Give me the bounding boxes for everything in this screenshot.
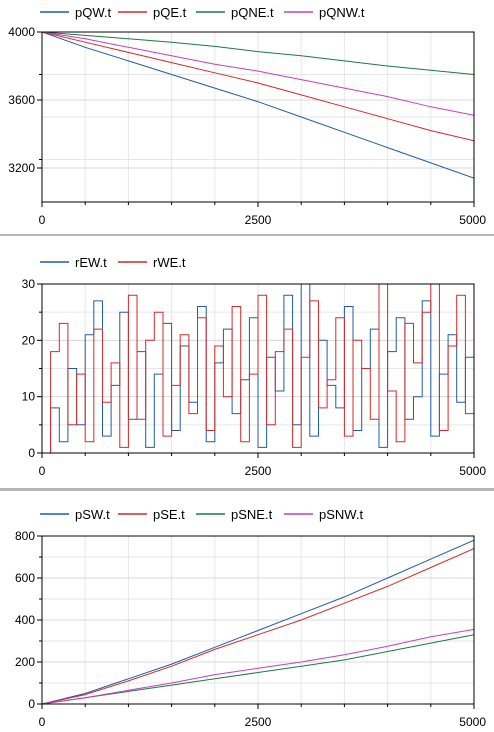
- chart-pq: pQW.t pQE.t pQNE.t pQNW.t 0 2500 5000 3200 3600 4…: [8, 5, 486, 227]
- chart-r: rEW.t rWE.t 0 2500 5000 0 10 20 30: [22, 255, 487, 478]
- chart-panel-pq: pQW.t pQE.t pQNE.t pQNW.t 0 2500 5000 3200 3600 4…: [0, 0, 494, 232]
- x-tick-label: 5000: [459, 715, 486, 729]
- series-line-pQNE-t: [42, 31, 474, 75]
- y-tick-label: 0: [28, 697, 35, 711]
- chart-panel-r: rEW.t rWE.t 0 2500 5000 0 10 20 30: [0, 241, 494, 486]
- legend-label: pSNE.t: [231, 507, 273, 522]
- grid: [42, 535, 474, 705]
- y-tick-label: 3200: [8, 161, 35, 175]
- x-tick-label: 2500: [245, 715, 272, 729]
- series-line-pQE-t: [42, 31, 474, 142]
- y-tick-label: 200: [15, 655, 35, 669]
- y-tick-label: 20: [22, 333, 36, 347]
- legend-item-pQNE-t: pQNE.t: [196, 5, 274, 20]
- panel-divider: [0, 488, 494, 491]
- legend-item-rWE-t: rWE.t: [118, 255, 186, 270]
- series-line-pQNW-t: [42, 31, 474, 116]
- legend-label: rWE.t: [153, 255, 186, 270]
- legend-item-pSW-t: pSW.t: [40, 507, 110, 522]
- y-tick-label: 4000: [8, 25, 35, 39]
- y-tick-label: 400: [15, 613, 35, 627]
- grid: [42, 31, 474, 202]
- legend-label: pQNE.t: [231, 5, 274, 20]
- legend-label: pSE.t: [153, 507, 185, 522]
- series-line-pSW-t: [42, 539, 474, 705]
- legend-label: pSW.t: [75, 507, 110, 522]
- x-tick-label: 0: [39, 213, 46, 227]
- panel-divider: [0, 234, 494, 236]
- x-tick-label: 5000: [459, 213, 486, 227]
- x-tick-label: 2500: [245, 464, 272, 478]
- x-tick-label: 2500: [245, 213, 272, 227]
- x-tick-label: 5000: [459, 464, 486, 478]
- y-tick-label: 10: [22, 390, 36, 404]
- y-tick-label: 0: [28, 446, 35, 460]
- legend-label: pQE.t: [153, 5, 187, 20]
- legend-label: pQW.t: [75, 5, 112, 20]
- legend-item-pSNE-t: pSNE.t: [196, 507, 273, 522]
- x-tick-label: 0: [39, 464, 46, 478]
- legend-item-pQE-t: pQE.t: [118, 5, 187, 20]
- legend-label: rEW.t: [75, 255, 107, 270]
- legend-item-pQNW-t: pQNW.t: [284, 5, 365, 20]
- x-tick-label: 0: [39, 715, 46, 729]
- chart-ps: pSW.t pSE.t pSNE.t pSNW.t 0 2500 5000 0 200 400 60…: [15, 507, 486, 729]
- series-line-pSNW-t: [42, 628, 474, 705]
- y-tick-label: 800: [15, 529, 35, 543]
- chart-panel-ps: pSW.t pSE.t pSNE.t pSNW.t 0 2500 5000 0 200 400 60…: [0, 494, 494, 732]
- legend-item-rEW-t: rEW.t: [40, 255, 107, 270]
- y-tick-label: 600: [15, 571, 35, 585]
- legend-item-pSNW-t: pSNW.t: [284, 507, 363, 522]
- y-tick-label: 30: [22, 277, 36, 291]
- legend-item-pSE-t: pSE.t: [118, 507, 185, 522]
- series-line-pQW-t: [42, 31, 474, 179]
- series-line-pSE-t: [42, 548, 474, 705]
- legend-label: pQNW.t: [319, 5, 365, 20]
- legend-item-pQW-t: pQW.t: [40, 5, 112, 20]
- legend-label: pSNW.t: [319, 507, 363, 522]
- series-line-pSNE-t: [42, 634, 474, 705]
- y-tick-label: 3600: [8, 93, 35, 107]
- series-line-rWE-t: [42, 283, 474, 454]
